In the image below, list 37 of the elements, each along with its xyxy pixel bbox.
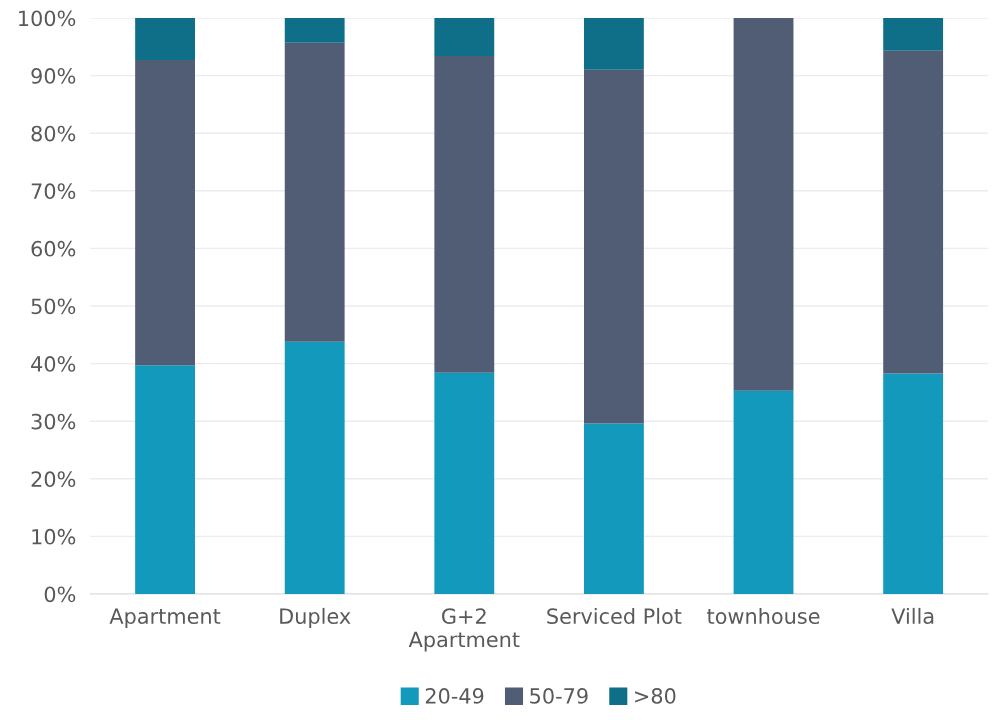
bar: [584, 423, 644, 594]
x-tick-label: Villa: [891, 607, 934, 625]
y-tick-label: 10%: [32, 528, 76, 545]
y-tick-label: 80%: [31, 125, 76, 142]
bar: [883, 373, 944, 594]
y-tick-label: 40%: [31, 356, 76, 372]
bar: [135, 60, 195, 366]
bar: [584, 18, 644, 70]
legend-label: >80: [635, 688, 676, 704]
x-tick-label: Apartment: [109, 608, 221, 629]
y-tick-label: 50%: [31, 298, 76, 315]
x-tick-label: Serviced Plot: [547, 607, 682, 625]
bar: [733, 18, 794, 391]
y-tick-label: 100%: [19, 10, 76, 27]
bar: [284, 18, 345, 43]
bar: [733, 390, 794, 594]
x-tick-label: Duplex: [280, 607, 351, 629]
bar: [883, 50, 944, 374]
bar: [434, 56, 495, 373]
y-tick-label: 70%: [31, 183, 76, 200]
bar: [883, 18, 944, 51]
bar: [584, 69, 644, 424]
bar: [284, 42, 345, 342]
bar: [284, 341, 345, 594]
y-tick-label: 0%: [44, 586, 76, 603]
y-tick-label: 20%: [31, 471, 76, 488]
y-tick-label: 60%: [31, 240, 76, 257]
legend-label: 20-49: [425, 688, 484, 704]
bar: [135, 18, 195, 61]
x-tick-label: G+2 Apartment: [408, 608, 520, 652]
bar: [434, 372, 495, 594]
legend-label: 50-79: [530, 688, 588, 704]
bar: [434, 18, 495, 57]
y-tick-label: 90%: [31, 68, 76, 84]
x-tick-label: townhouse: [707, 607, 820, 625]
bar: [135, 365, 195, 594]
y-tick-label: 30%: [31, 413, 76, 430]
